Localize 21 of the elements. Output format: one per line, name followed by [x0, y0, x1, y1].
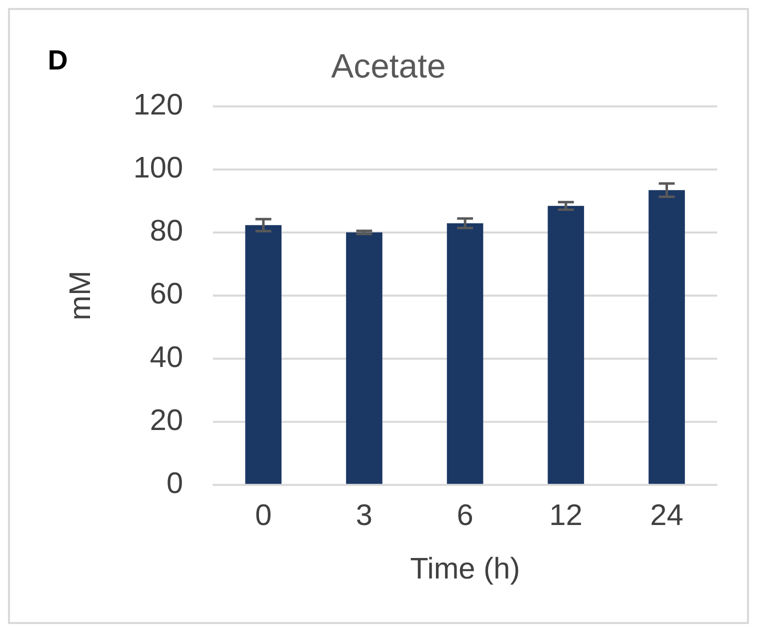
x-axis-title: Time (h) [410, 552, 520, 586]
y-tick-label: 60 [150, 278, 184, 311]
y-tick-label: 40 [150, 340, 184, 374]
y-tick-label: 120 [133, 88, 184, 122]
y-tick-label: 20 [150, 404, 184, 437]
x-tick-label: 12 [549, 498, 582, 532]
bar [548, 206, 584, 484]
bar [446, 223, 484, 484]
bar [346, 232, 382, 484]
x-tick-label: 3 [356, 498, 373, 532]
y-tick-label: 80 [150, 214, 184, 248]
y-tick-label: 100 [133, 152, 184, 184]
bar [245, 225, 282, 484]
x-tick-label: 6 [456, 498, 474, 532]
y-tick-label: 0 [166, 467, 184, 500]
x-tick-label: 0 [255, 498, 272, 532]
chart-title: Acetate [331, 47, 446, 86]
y-axis-title: mM [64, 270, 97, 320]
x-tick-label: 24 [650, 498, 684, 532]
bar [648, 190, 685, 484]
text: D [48, 44, 68, 76]
